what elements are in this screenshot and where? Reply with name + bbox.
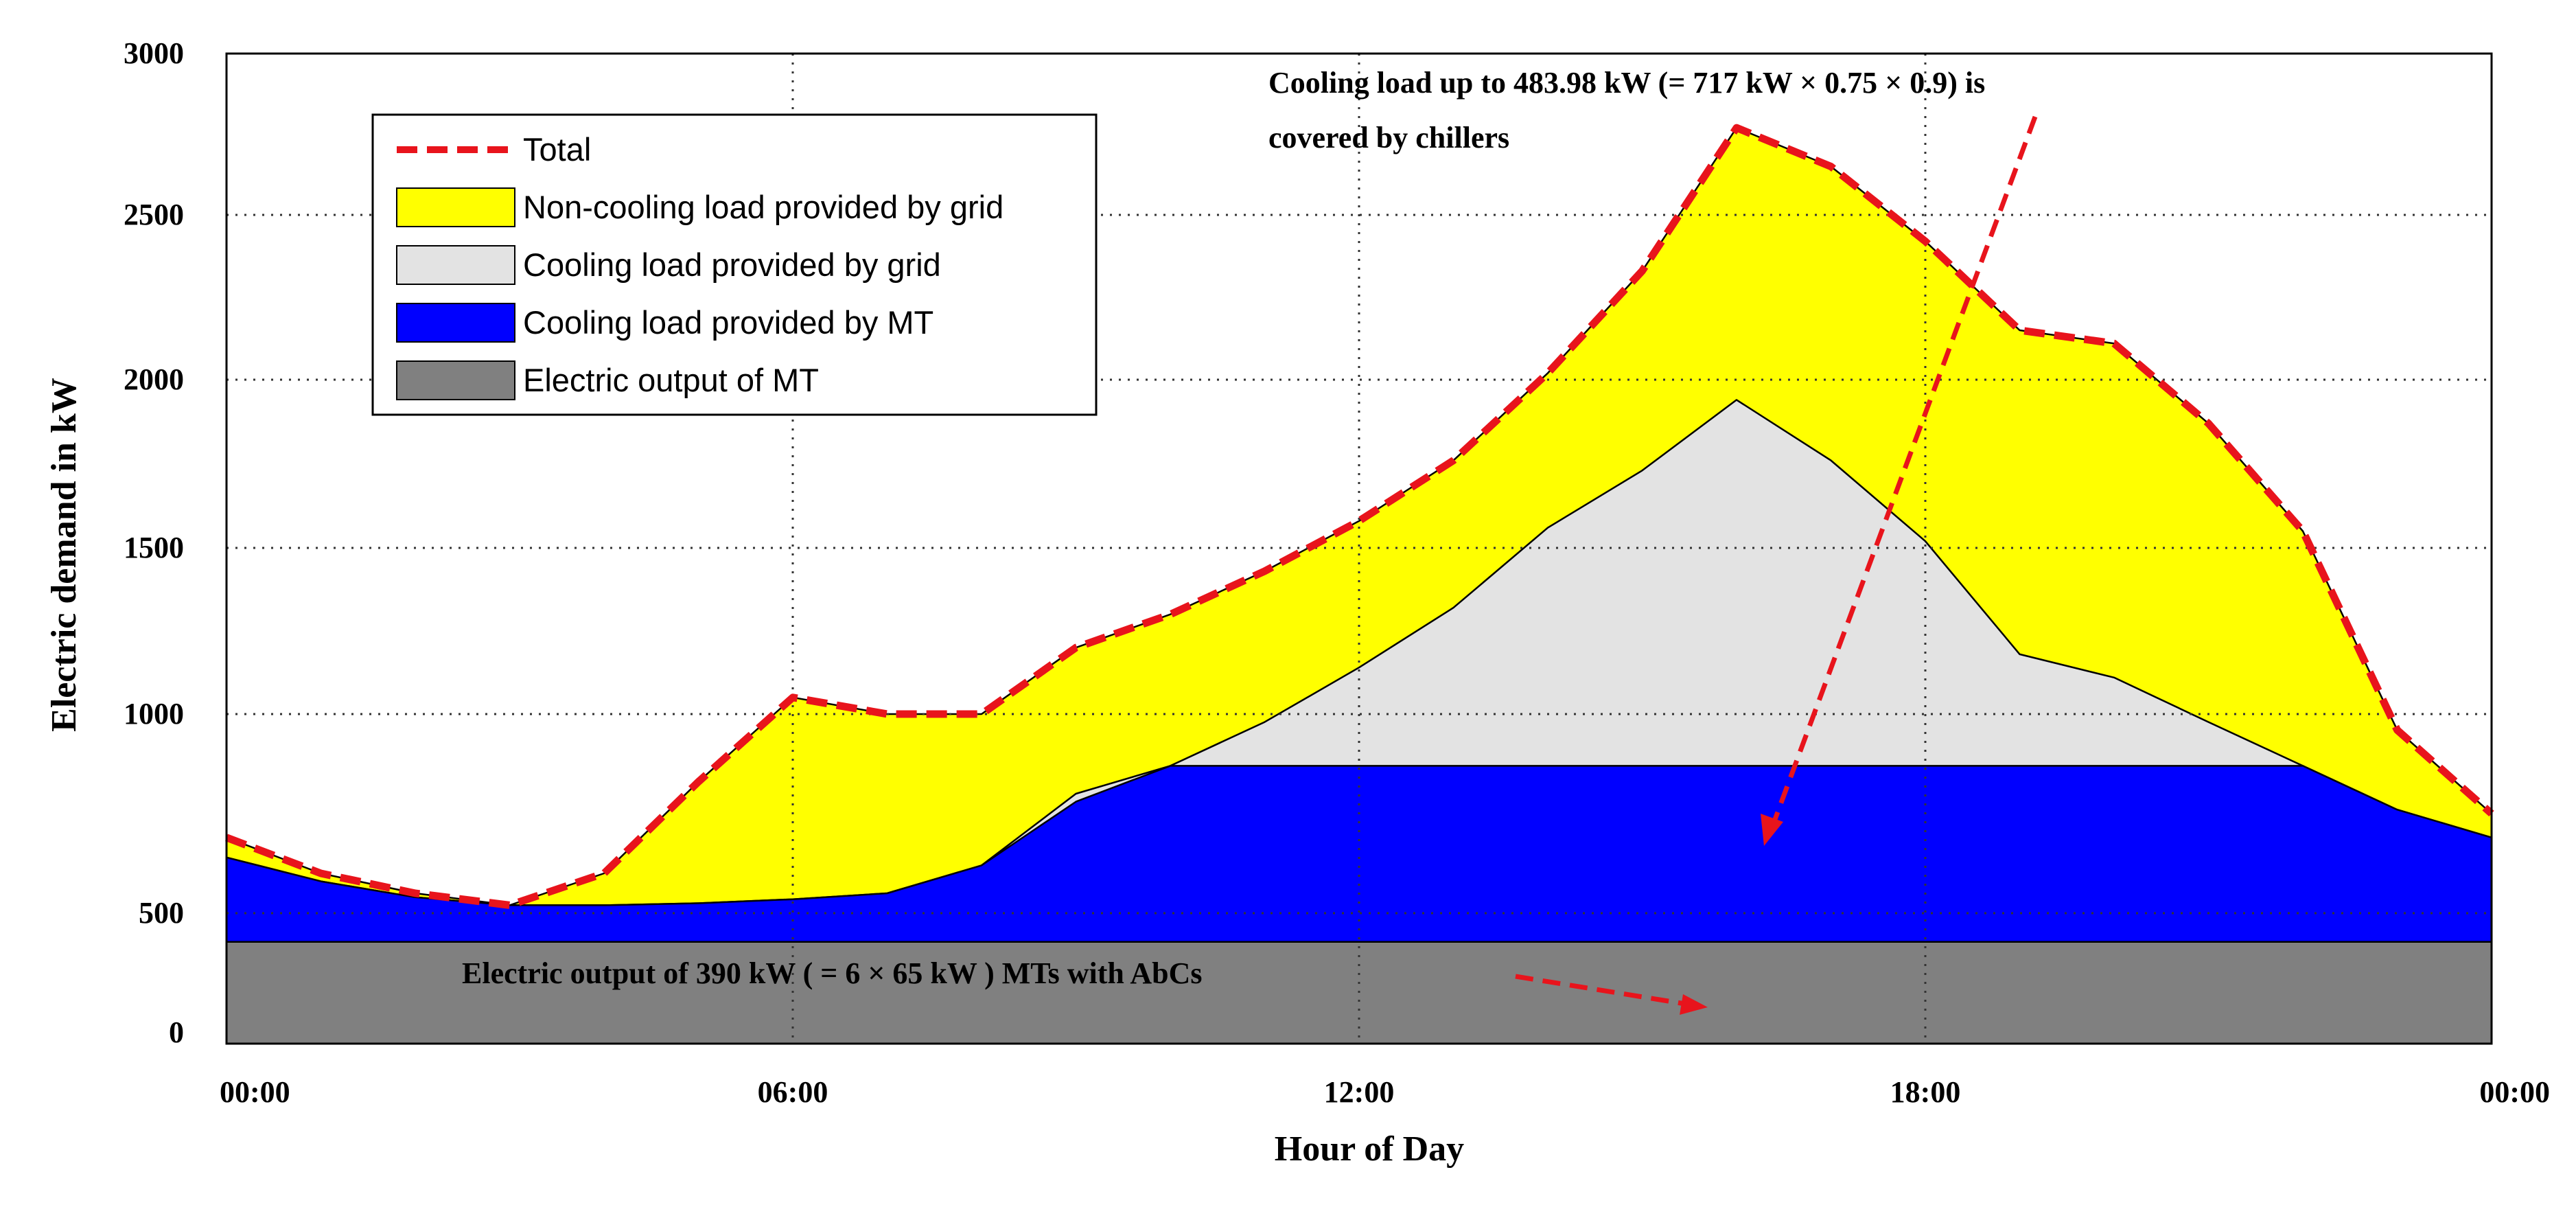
- y-tick-label: 3000: [124, 36, 184, 70]
- x-tick-label: 06:00: [758, 1075, 828, 1109]
- x-tick-label: 12:00: [1324, 1075, 1395, 1109]
- plot-frame: [225, 52, 2493, 1045]
- mt-output-annotation-arrow: [1515, 974, 1686, 1007]
- cooling-annotation-arrow: [1767, 115, 2038, 836]
- y-tick-label: 1000: [124, 697, 184, 731]
- x-tick-label: 00:00: [2479, 1075, 2550, 1109]
- cooling-annotation-line1: Cooling load up to 483.98 kW (= 717 kW ×…: [1268, 66, 1985, 100]
- legend-label-cooling-load-provided-by-mt: Cooling load provided by MT: [523, 304, 933, 341]
- legend-label-cooling-load-provided-by-grid: Cooling load provided by grid: [523, 246, 941, 283]
- y-tick-label: 2500: [124, 198, 184, 231]
- total-line: [225, 124, 2494, 909]
- mt-output-annotation: Electric output of 390 kW ( = 6 × 65 kW …: [462, 956, 1203, 990]
- legend-swatch-non-cooling-load-provided-by-grid: [396, 187, 515, 227]
- y-tick-label: 500: [139, 896, 184, 930]
- cooling-annotation-line2: covered by chillers: [1268, 121, 1509, 154]
- total-line-layer: [225, 124, 2494, 909]
- legend-swatch-electric-output-of-mt: [396, 360, 515, 400]
- x-axis-title: Hour of Day: [1275, 1129, 1464, 1169]
- annotations: Cooling load up to 483.98 kW (= 717 kW ×…: [462, 66, 2038, 1015]
- x-tick-label: 18:00: [1890, 1075, 1961, 1109]
- y-tick-labels: 0 500 1000 1500 2000 2500 3000: [124, 36, 184, 1049]
- legend-swatch-cooling-load-provided-by-grid: [396, 245, 515, 285]
- cooling-annotation-arrowhead: [1761, 814, 1783, 846]
- legend-label-electric-output-of-mt: Electric output of MT: [523, 362, 819, 398]
- x-tick-labels: 00:00 06:00 12:00 18:00 00:00: [220, 1075, 2550, 1109]
- mt-output-annotation-arrowhead: [1680, 994, 1708, 1015]
- legend: Total Non-cooling load provided by grid Co…: [371, 113, 1098, 416]
- y-axis-title: Electric demand in kW: [45, 378, 84, 732]
- legend-label-non-cooling-load-provided-by-grid: Non-cooling load provided by grid: [523, 189, 1003, 225]
- y-tick-label: 1500: [124, 531, 184, 564]
- y-tick-label: 2000: [124, 363, 184, 396]
- legend-swatch-cooling-load-provided-by-mt: [396, 303, 515, 343]
- x-tick-label: 00:00: [220, 1075, 290, 1109]
- y-tick-label: 0: [169, 1015, 184, 1049]
- legend-label-total: Total: [523, 131, 591, 168]
